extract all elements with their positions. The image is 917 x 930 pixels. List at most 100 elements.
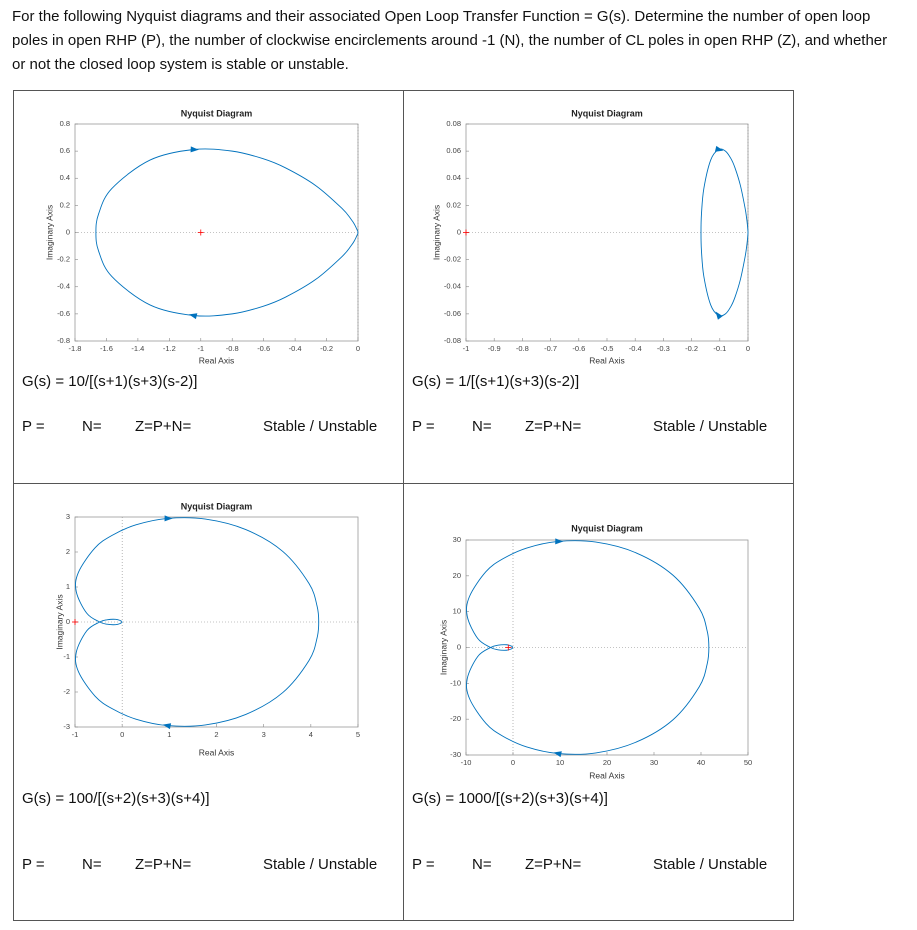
answer-p: P = — [412, 856, 435, 873]
x-tick-label: -0.7 — [544, 344, 557, 353]
x-tick-label: 3 — [262, 730, 266, 739]
y-tick-label: -0.8 — [57, 336, 70, 345]
x-tick-label: -0.4 — [629, 344, 642, 353]
transfer-function: G(s) = 10/[(s+1)(s+3)(s-2)] — [22, 373, 197, 390]
x-tick-label: 4 — [309, 730, 313, 739]
x-axis-label: Real Axis — [199, 747, 234, 757]
y-tick-label: -0.02 — [444, 255, 461, 264]
x-axis-label: Real Axis — [589, 355, 624, 365]
critical-point — [463, 229, 469, 236]
x-tick-label: 2 — [214, 730, 218, 739]
answer-stability: Stable / Unstable — [263, 856, 377, 873]
critical-point — [505, 644, 512, 651]
x-tick-label: -1.2 — [163, 344, 176, 353]
y-axis-label: Imaginary Axis — [438, 620, 448, 675]
y-tick-label: 0.06 — [446, 146, 461, 155]
nyquist-curve — [95, 148, 359, 317]
y-tick-label: 20 — [453, 571, 461, 580]
x-tick-label: -0.9 — [488, 344, 501, 353]
y-tick-label: -10 — [450, 678, 461, 687]
answer-p: P = — [412, 418, 435, 435]
y-axis-label: Imaginary Axis — [54, 594, 64, 649]
answer-z: Z=P+N= — [135, 418, 192, 435]
answer-stability: Stable / Unstable — [653, 418, 767, 435]
y-tick-label: 0 — [457, 642, 461, 651]
x-tick-label: -0.5 — [601, 344, 614, 353]
y-tick-label: 0.8 — [60, 119, 70, 128]
transfer-function: G(s) = 1/[(s+1)(s+3)(s-2)] — [412, 373, 579, 390]
direction-arrow — [162, 723, 172, 730]
transfer-function: G(s) = 100/[(s+2)(s+3)(s+4)] — [22, 790, 210, 807]
x-tick-label: 1 — [167, 730, 171, 739]
direction-arrow — [190, 146, 199, 153]
y-tick-label: 0.6 — [60, 146, 70, 155]
y-tick-label: 0 — [66, 617, 70, 626]
chart-title: Nyquist Diagram — [571, 108, 643, 118]
y-tick-label: 1 — [66, 582, 70, 591]
y-tick-label: -0.04 — [444, 282, 461, 291]
y-tick-label: -3 — [63, 722, 70, 731]
y-tick-label: 2 — [66, 547, 70, 556]
x-tick-label: -1 — [72, 730, 79, 739]
x-tick-label: 0 — [120, 730, 124, 739]
direction-arrow — [164, 515, 173, 522]
x-tick-label: 50 — [744, 758, 752, 767]
y-tick-label: -20 — [450, 714, 461, 723]
x-tick-label: 5 — [356, 730, 360, 739]
x-tick-label: -0.1 — [713, 344, 726, 353]
x-tick-label: -1.8 — [69, 344, 82, 353]
answer-p: P = — [22, 856, 45, 873]
x-axis-label: Real Axis — [589, 770, 624, 780]
y-tick-label: 0.08 — [446, 119, 461, 128]
y-tick-label: 0 — [457, 227, 461, 236]
y-tick-label: -0.06 — [444, 309, 461, 318]
y-tick-label: -30 — [450, 750, 461, 759]
y-axis-label: Imaginary Axis — [431, 205, 441, 260]
x-tick-label: 0 — [356, 344, 360, 353]
direction-arrow — [715, 311, 723, 320]
x-tick-label: 20 — [603, 758, 611, 767]
y-tick-label: -0.08 — [444, 336, 461, 345]
chart-title: Nyquist Diagram — [571, 523, 643, 533]
answer-n: N= — [472, 856, 492, 873]
x-tick-label: -1.4 — [131, 344, 144, 353]
instructions: For the following Nyquist diagrams and t… — [12, 8, 888, 73]
chart-title: Nyquist Diagram — [181, 108, 253, 118]
x-tick-label: 10 — [556, 758, 564, 767]
transfer-function: G(s) = 1000/[(s+2)(s+3)(s+4)] — [412, 790, 608, 807]
y-tick-label: 0.2 — [60, 200, 70, 209]
answer-stability: Stable / Unstable — [263, 418, 377, 435]
x-tick-label: -10 — [461, 758, 472, 767]
answer-stability: Stable / Unstable — [653, 856, 767, 873]
nyquist-curve — [466, 540, 710, 755]
direction-arrow — [188, 313, 198, 320]
answer-p: P = — [22, 418, 45, 435]
answer-n: N= — [472, 418, 492, 435]
y-tick-label: -0.4 — [57, 282, 70, 291]
x-tick-label: 30 — [650, 758, 658, 767]
answer-n: N= — [82, 856, 102, 873]
answer-z: Z=P+N= — [135, 856, 192, 873]
critical-point — [197, 229, 204, 236]
y-tick-label: 0.02 — [446, 200, 461, 209]
y-tick-label: 0.04 — [446, 173, 461, 182]
x-tick-label: 0 — [746, 344, 750, 353]
x-tick-label: -0.6 — [257, 344, 270, 353]
direction-arrow — [553, 751, 562, 758]
y-tick-label: -2 — [63, 687, 70, 696]
y-tick-label: 10 — [453, 607, 461, 616]
answer-z: Z=P+N= — [525, 418, 582, 435]
x-tick-label: -1 — [197, 344, 204, 353]
x-tick-label: -0.6 — [572, 344, 585, 353]
nyquist-curve — [700, 148, 749, 317]
y-axis-label: Imaginary Axis — [44, 205, 54, 260]
x-tick-label: -0.3 — [657, 344, 670, 353]
y-tick-label: -0.2 — [57, 255, 70, 264]
x-tick-label: -1 — [463, 344, 470, 353]
nyquist-curve — [75, 517, 320, 727]
x-tick-label: -0.8 — [226, 344, 239, 353]
x-tick-label: 40 — [697, 758, 705, 767]
x-tick-label: -1.6 — [100, 344, 113, 353]
